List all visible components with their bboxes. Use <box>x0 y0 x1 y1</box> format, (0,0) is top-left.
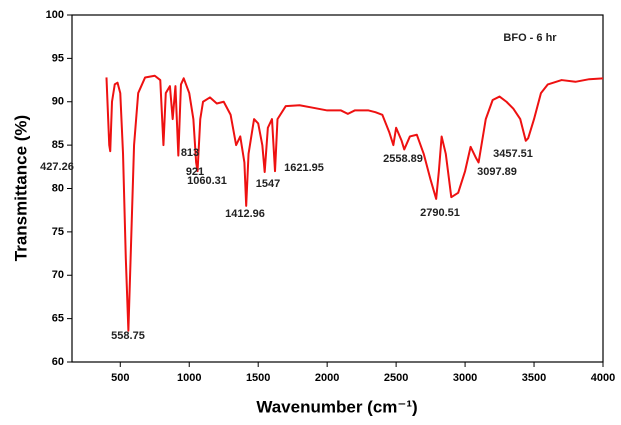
peak-label: 3457.51 <box>493 148 533 160</box>
x-tick-label: 2000 <box>315 372 339 384</box>
x-tick-label: 3000 <box>453 372 477 384</box>
y-tick-label: 95 <box>52 52 64 64</box>
y-axis-label: Transmittance (%) <box>11 115 30 261</box>
peak-label: 3097.89 <box>477 166 517 178</box>
peak-label: 813 <box>181 147 199 159</box>
plot-frame <box>71 14 604 363</box>
peak-label: 1547 <box>256 178 280 190</box>
peak-label: 1621.95 <box>284 162 324 174</box>
x-tick-label: 1000 <box>177 372 201 384</box>
y-tick-label: 90 <box>52 96 64 108</box>
peak-label: 2790.51 <box>420 207 460 219</box>
x-tick-label: 4000 <box>591 372 615 384</box>
y-tick-label: 85 <box>52 139 64 151</box>
peak-label: 558.75 <box>111 330 145 342</box>
spectrum-line <box>105 74 604 332</box>
y-tick-label: 75 <box>52 226 64 238</box>
peak-label: 1412.96 <box>225 208 265 220</box>
peak-label: 1060.31 <box>187 175 227 187</box>
x-axis-label: Wavenumber (cm⁻¹) <box>256 397 417 416</box>
x-tick-label: 1500 <box>246 372 270 384</box>
x-tick-label: 3500 <box>522 372 546 384</box>
x-tick-label: 2500 <box>384 372 408 384</box>
y-tick-label: 100 <box>46 9 64 21</box>
y-tick-label: 80 <box>52 182 64 194</box>
peak-label: 2558.89 <box>383 153 423 165</box>
y-tick-label: 60 <box>52 356 64 368</box>
x-tick-label: 500 <box>111 372 129 384</box>
peak-label: 921 <box>186 166 204 178</box>
peak-label: 427.26 <box>40 161 74 173</box>
y-tick-label: 65 <box>52 313 64 325</box>
sample-label: BFO - 6 hr <box>503 32 557 44</box>
y-tick-label: 70 <box>52 269 64 281</box>
